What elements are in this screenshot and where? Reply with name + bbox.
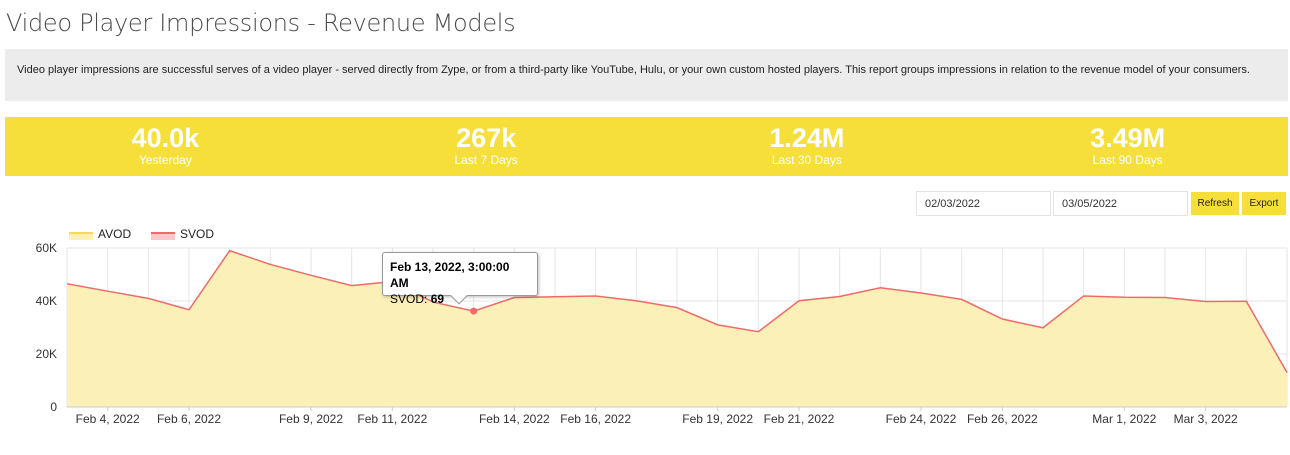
stat-label: Yesterday (138, 153, 192, 167)
legend-label-avod: AVOD (98, 227, 131, 241)
impressions-chart: AVOD SVOD 0 20K 40K 60K Feb 4, 2022 Feb 6, 2… (36, 227, 1288, 426)
refresh-button[interactable]: Refresh (1191, 192, 1239, 215)
chart-tooltip: Feb 13, 2022, 3:00:00 AM SVOD: 69 (382, 252, 538, 306)
description-text: Video player impressions are successful … (17, 64, 1250, 76)
y-axis: 0 20K 40K 60K (36, 241, 58, 414)
x-tick-label: Feb 6, 2022 (157, 412, 221, 426)
hover-point[interactable] (470, 307, 478, 315)
x-tick-label: Feb 21, 2022 (764, 412, 835, 426)
x-tick-label: Feb 24, 2022 (886, 412, 957, 426)
x-tick-label: Mar 3, 2022 (1174, 412, 1238, 426)
legend-swatch-svod (151, 232, 175, 240)
x-tick-label: Feb 19, 2022 (682, 412, 753, 426)
x-tick-label: Feb 14, 2022 (479, 412, 550, 426)
legend-item-avod[interactable]: AVOD (69, 227, 131, 241)
stat-last-90-days: 3.49M Last 90 Days (967, 117, 1288, 176)
svod-line (66, 249, 1288, 373)
legend-item-svod[interactable]: SVOD (151, 227, 214, 241)
tooltip-value: 69 (430, 292, 445, 306)
report-description: Video player impressions are successful … (5, 49, 1288, 101)
stat-label: Last 7 Days (454, 153, 518, 167)
x-tick-label: Feb 4, 2022 (76, 412, 140, 426)
stat-last-30-days: 1.24M Last 30 Days (647, 117, 968, 176)
x-tick-label: Feb 11, 2022 (357, 412, 427, 426)
export-button[interactable]: Export (1242, 192, 1286, 215)
tooltip-series: SVOD: (390, 292, 428, 306)
y-tick-label: 40K (36, 294, 57, 308)
start-date-input[interactable] (916, 191, 1051, 216)
tooltip-body: SVOD: 69 (390, 291, 530, 307)
x-axis: Feb 4, 2022 Feb 6, 2022 Feb 9, 2022 Feb 11,… (67, 406, 1287, 426)
stat-value: 3.49M (1090, 123, 1166, 153)
legend-label-svod: SVOD (180, 227, 214, 241)
stat-label: Last 90 Days (1092, 153, 1163, 167)
legend: AVOD SVOD (69, 227, 214, 241)
end-date-input[interactable] (1053, 191, 1188, 216)
y-tick-label: 20K (36, 347, 57, 361)
plot-area (66, 249, 1288, 407)
x-tick-label: Feb 16, 2022 (560, 412, 631, 426)
legend-swatch-avod (69, 232, 93, 240)
stats-bar: 40.0k Yesterday 267k Last 7 Days 1.24M L… (5, 117, 1288, 176)
y-tick-label: 0 (50, 400, 57, 414)
stat-value: 1.24M (769, 123, 845, 153)
x-tick-label: Mar 1, 2022 (1092, 412, 1156, 426)
stat-yesterday: 40.0k Yesterday (5, 117, 326, 176)
y-tick-label: 60K (36, 241, 57, 255)
avod-area (67, 250, 1287, 407)
stat-last-7-days: 267k Last 7 Days (326, 117, 647, 176)
page-title: Video Player Impressions - Revenue Model… (6, 9, 516, 37)
x-tick-label: Feb 9, 2022 (279, 412, 343, 426)
stat-label: Last 30 Days (771, 153, 842, 167)
stat-value: 40.0k (131, 123, 200, 153)
tooltip-title: Feb 13, 2022, 3:00:00 AM (390, 260, 510, 290)
x-tick-label: Feb 26, 2022 (967, 412, 1038, 426)
stat-value: 267k (456, 123, 517, 153)
